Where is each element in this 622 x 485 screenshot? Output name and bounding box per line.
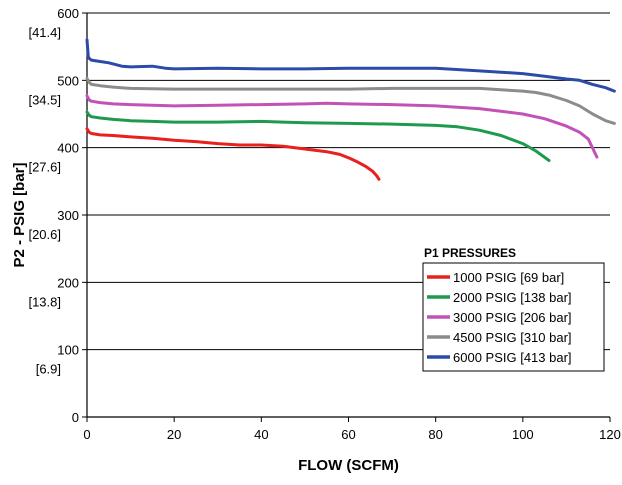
legend-box [422, 262, 605, 372]
x-tick-label: 120 [599, 427, 621, 442]
legend-entries: 1000 PSIG [69 bar] 2000 PSIG [138 bar] 300… [427, 270, 572, 365]
series-line-4 [85, 76, 616, 125]
y-tick-sublabel: [6.9] [36, 362, 61, 377]
y-tick-sublabel: [27.6] [28, 160, 61, 175]
series-line-2 [85, 110, 551, 162]
y-tick-label: 400 [57, 141, 79, 156]
y-tick-sublabel: [20.6] [28, 227, 61, 242]
x-tick-label: 80 [428, 427, 442, 442]
y-tick-label: 200 [57, 275, 79, 290]
y-axis-label: P2 - PSIG [bar] [11, 162, 28, 267]
y-tick-label: 300 [57, 208, 79, 223]
legend-label-3: 3000 PSIG [206 bar] [453, 310, 572, 325]
y-tick-label: 500 [57, 73, 79, 88]
series-line-3 [85, 94, 599, 159]
x-tick-label: 40 [254, 427, 268, 442]
x-tick-label: 20 [167, 427, 181, 442]
y-tick-label: 600 [57, 6, 79, 21]
y-tick-sublabel: [13.8] [28, 294, 61, 309]
legend-label-1: 1000 PSIG [69 bar] [453, 270, 564, 285]
legend-label-4: 4500 PSIG [310 bar] [453, 330, 572, 345]
x-axis-label: FLOW (SCFM) [298, 457, 399, 474]
legend-title: P1 PRESSURES [424, 246, 516, 260]
x-tick-label: 0 [83, 427, 90, 442]
y-tick-sublabel: [34.5] [28, 92, 61, 107]
y-tick-sublabel: [41.4] [28, 25, 61, 40]
tick-labels: 0100[6.9]200[13.8]300[20.6]400[27.6]500[… [28, 6, 620, 442]
legend-label-2: 2000 PSIG [138 bar] [453, 290, 572, 305]
series-line-1 [85, 127, 381, 181]
series-lines [85, 38, 616, 181]
legend: P1 PRESSURES 1000 PSIG [69 bar] 2000 PSIG… [422, 246, 605, 372]
y-tick-label: 100 [57, 343, 79, 358]
legend-label-5: 6000 PSIG [413 bar] [453, 350, 572, 365]
x-tick-label: 60 [341, 427, 355, 442]
x-tick-label: 100 [512, 427, 534, 442]
y-tick-label: 0 [72, 410, 79, 425]
series-line-5 [85, 38, 616, 93]
